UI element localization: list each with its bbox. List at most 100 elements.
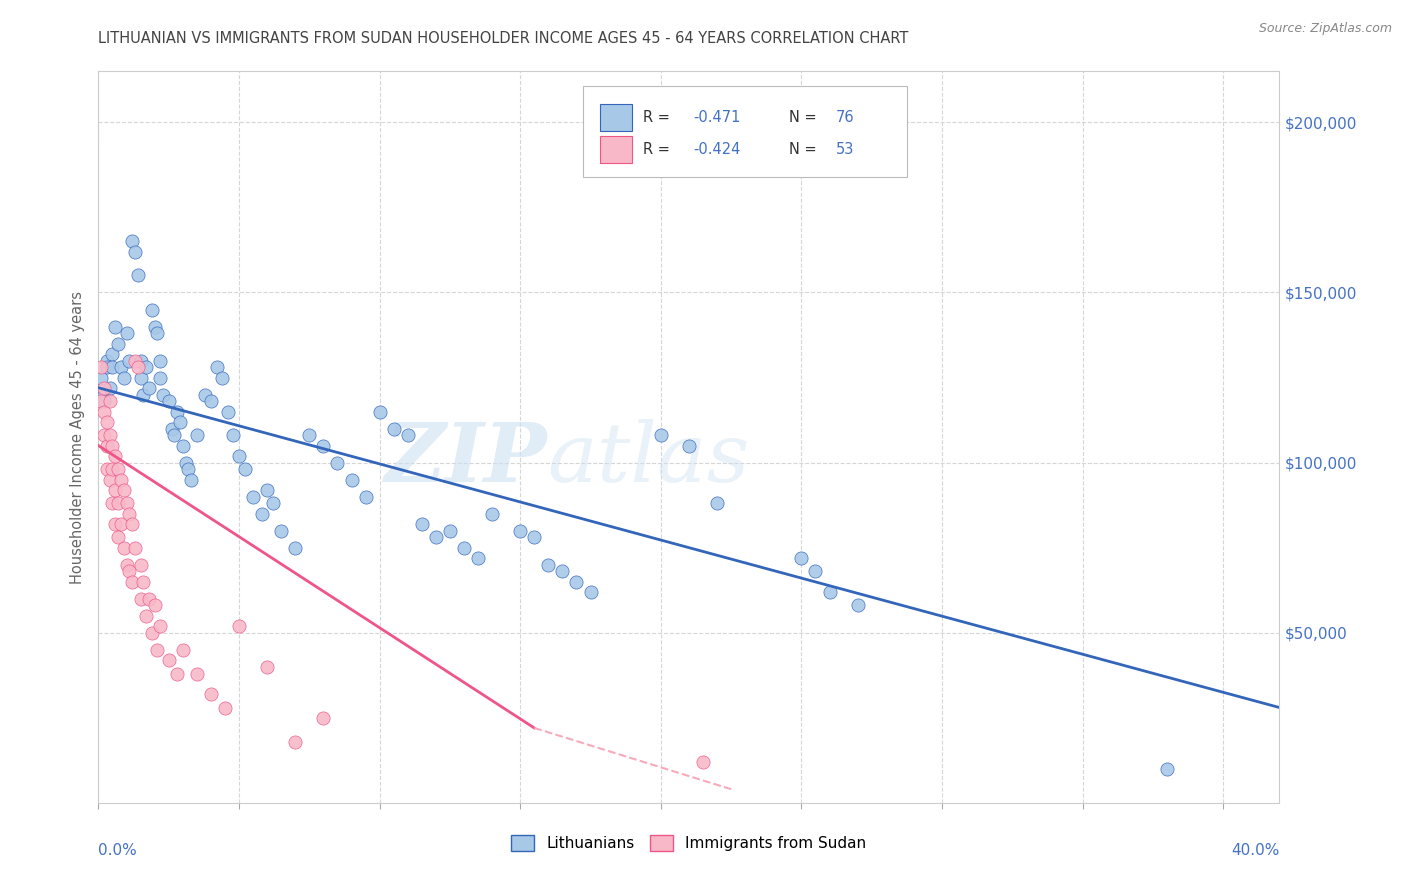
Point — [152, 387, 174, 401]
Point — [107, 531, 129, 545]
Point — [121, 574, 143, 589]
Point — [135, 360, 157, 375]
Point — [98, 428, 121, 442]
Point — [110, 360, 132, 375]
Point — [101, 462, 124, 476]
Point — [177, 462, 200, 476]
Point — [146, 326, 169, 341]
Point — [141, 302, 163, 317]
Point — [256, 659, 278, 673]
Point — [112, 370, 135, 384]
Point — [425, 531, 447, 545]
Point — [481, 507, 503, 521]
Text: -0.471: -0.471 — [693, 110, 741, 125]
Text: R =: R = — [644, 142, 675, 157]
Point — [129, 591, 152, 606]
Point — [1156, 762, 1178, 776]
Point — [98, 473, 121, 487]
Point — [228, 619, 250, 633]
Point — [509, 524, 531, 538]
Point — [579, 585, 602, 599]
Point — [118, 353, 141, 368]
Point — [439, 524, 461, 538]
Point — [340, 473, 363, 487]
Point — [129, 558, 152, 572]
Point — [180, 473, 202, 487]
Point — [846, 599, 869, 613]
Point — [127, 360, 149, 375]
Point — [284, 734, 307, 748]
Point — [124, 541, 146, 555]
Point — [112, 541, 135, 555]
Point — [200, 394, 222, 409]
Point — [551, 565, 574, 579]
Text: 40.0%: 40.0% — [1232, 843, 1279, 858]
Point — [157, 653, 180, 667]
Point — [138, 591, 160, 606]
Text: ZIP: ZIP — [385, 419, 547, 499]
Point — [169, 415, 191, 429]
Point — [537, 558, 560, 572]
Point — [194, 387, 217, 401]
Point — [818, 585, 841, 599]
Point — [650, 428, 672, 442]
Point — [118, 507, 141, 521]
Point — [149, 619, 172, 633]
Point — [96, 462, 118, 476]
Point — [228, 449, 250, 463]
Point — [135, 608, 157, 623]
Point — [146, 642, 169, 657]
Point — [233, 462, 256, 476]
Point — [121, 235, 143, 249]
Point — [214, 700, 236, 714]
Text: LITHUANIAN VS IMMIGRANTS FROM SUDAN HOUSEHOLDER INCOME AGES 45 - 64 YEARS CORREL: LITHUANIAN VS IMMIGRANTS FROM SUDAN HOUS… — [98, 31, 908, 46]
Point — [186, 666, 208, 681]
Point — [124, 244, 146, 259]
Point — [98, 381, 121, 395]
Point — [96, 439, 118, 453]
Text: 53: 53 — [835, 142, 855, 157]
Point — [104, 449, 127, 463]
Point — [250, 507, 273, 521]
Point — [96, 353, 118, 368]
Point — [790, 550, 813, 565]
Point — [118, 565, 141, 579]
Point — [98, 394, 121, 409]
Point — [382, 421, 405, 435]
Point — [138, 381, 160, 395]
Y-axis label: Householder Income Ages 45 - 64 years: Householder Income Ages 45 - 64 years — [70, 291, 86, 583]
Point — [93, 381, 115, 395]
Point — [804, 565, 827, 579]
Point — [149, 370, 172, 384]
Point — [110, 473, 132, 487]
FancyBboxPatch shape — [582, 86, 907, 178]
Point — [96, 360, 118, 375]
Point — [172, 439, 194, 453]
Point — [90, 360, 112, 375]
Point — [354, 490, 377, 504]
Point — [121, 516, 143, 531]
Point — [211, 370, 233, 384]
Point — [692, 755, 714, 769]
FancyBboxPatch shape — [600, 136, 631, 163]
Point — [186, 428, 208, 442]
Point — [110, 516, 132, 531]
Point — [143, 599, 166, 613]
Text: Source: ZipAtlas.com: Source: ZipAtlas.com — [1258, 22, 1392, 36]
Point — [104, 483, 127, 497]
Point — [160, 421, 183, 435]
Point — [163, 428, 186, 442]
Point — [270, 524, 292, 538]
Text: 76: 76 — [835, 110, 855, 125]
Point — [678, 439, 700, 453]
Point — [256, 483, 278, 497]
Point — [104, 319, 127, 334]
Text: R =: R = — [644, 110, 675, 125]
Point — [298, 428, 321, 442]
Point — [93, 387, 115, 401]
Point — [124, 353, 146, 368]
Text: 0.0%: 0.0% — [98, 843, 138, 858]
Point — [326, 456, 349, 470]
Point — [141, 625, 163, 640]
Point — [90, 370, 112, 384]
